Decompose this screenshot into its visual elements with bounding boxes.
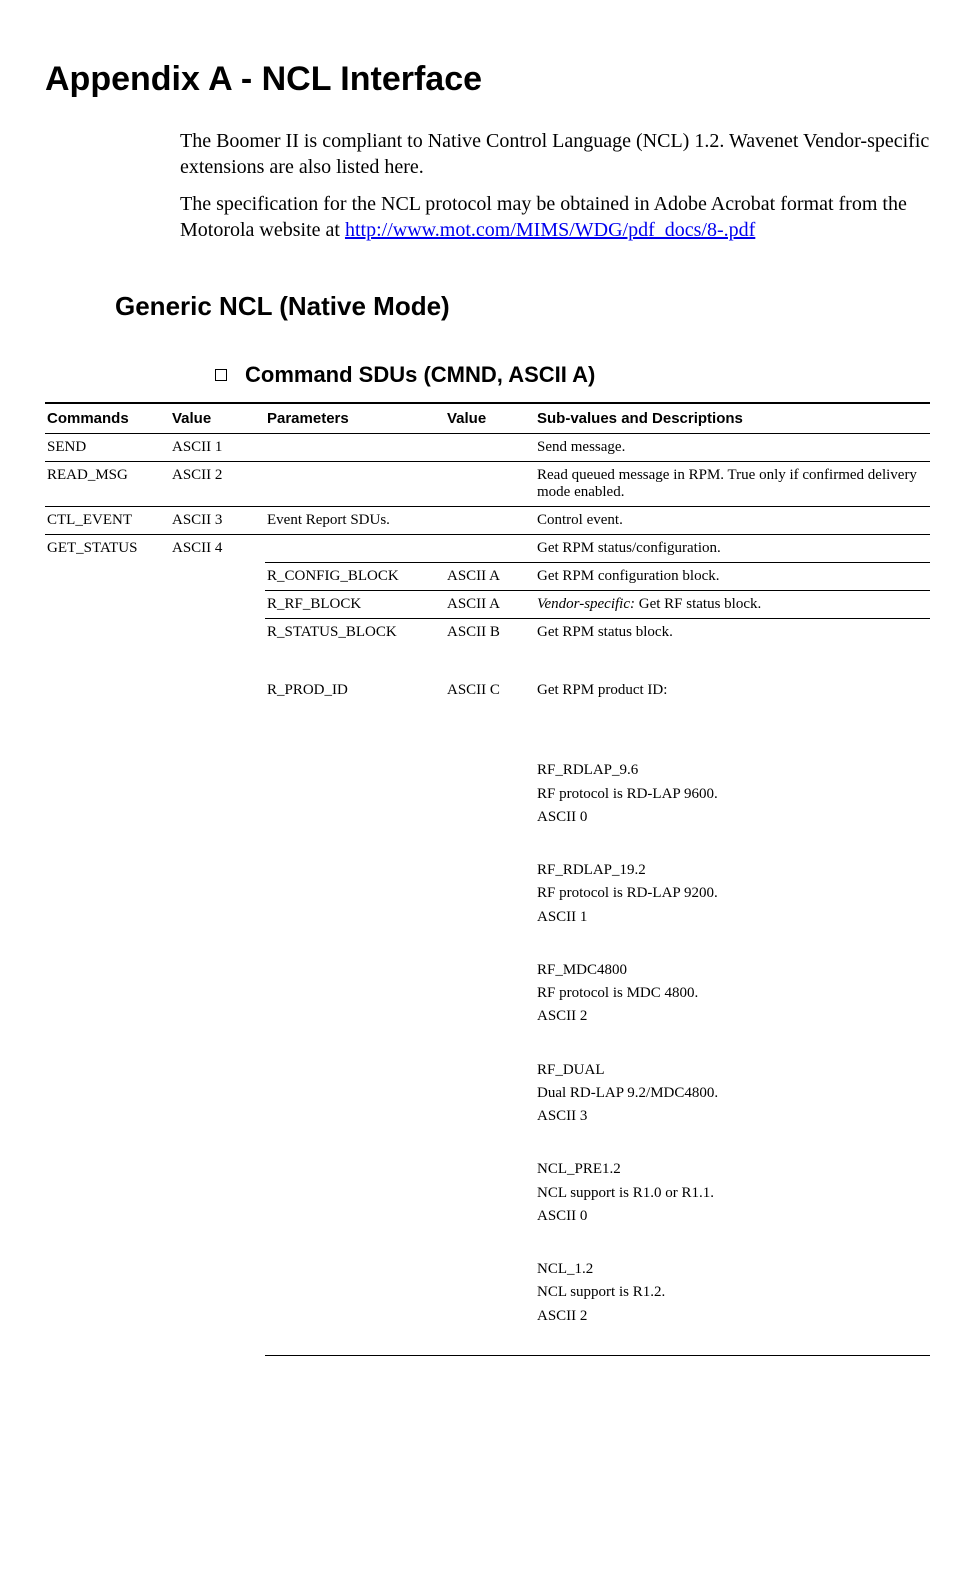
vendor-specific-label: Vendor-specific: xyxy=(537,596,635,612)
table-row: R_CONFIG_BLOCK ASCII A Get RPM configura… xyxy=(45,563,930,591)
command-table: Commands Value Parameters Value Sub-valu… xyxy=(45,402,930,1356)
table-row: R_RF_BLOCK ASCII A Vendor-specific: Get … xyxy=(45,591,930,619)
section-heading: Generic NCL (Native Mode) xyxy=(115,291,930,322)
cell-pval xyxy=(445,507,535,535)
sub-block: NCL_1.2 NCL support is R1.2. ASCII 2 xyxy=(537,1258,922,1328)
cell-desc: Send message. xyxy=(535,434,930,462)
th-commands: Commands xyxy=(45,403,170,434)
square-bullet-icon xyxy=(215,369,227,381)
intro-p2: The specification for the NCL protocol m… xyxy=(180,192,930,243)
intro-block: The Boomer II is compliant to Native Con… xyxy=(180,129,930,243)
cell-param: R_RF_BLOCK xyxy=(265,591,445,619)
cell-pval xyxy=(445,462,535,507)
cell-val xyxy=(170,591,265,619)
cell-cmd xyxy=(45,591,170,619)
cell-pval xyxy=(445,434,535,462)
cell-val: ASCII 2 xyxy=(170,462,265,507)
cell-val xyxy=(170,563,265,591)
sub-line: NCL support is R1.2. xyxy=(537,1281,922,1304)
sub-line: ASCII 2 xyxy=(537,1305,922,1328)
cell-val: ASCII 3 xyxy=(170,507,265,535)
cell-cmd xyxy=(45,619,170,647)
subsection-heading: Command SDUs (CMND, ASCII A) xyxy=(245,362,595,388)
cell-cmd xyxy=(45,646,170,1345)
cell-desc: Vendor-specific: Get RF status block. xyxy=(535,591,930,619)
spec-link[interactable]: http://www.mot.com/MIMS/WDG/pdf_docs/8-.… xyxy=(345,219,755,241)
cell-cmd xyxy=(45,563,170,591)
sub-line: RF_DUAL xyxy=(537,1059,922,1082)
sub-block: RF_DUAL Dual RD-LAP 9.2/MDC4800. ASCII 3 xyxy=(537,1059,922,1129)
sub-line: RF protocol is MDC 4800. xyxy=(537,982,922,1005)
sub-line: RF protocol is RD-LAP 9200. xyxy=(537,882,922,905)
cell-pval: ASCII C xyxy=(445,646,535,1345)
cell-val xyxy=(170,619,265,647)
cell-cmd: CTL_EVENT xyxy=(45,507,170,535)
th-value: Value xyxy=(170,403,265,434)
th-value2: Value xyxy=(445,403,535,434)
cell-desc: Get RPM status/configuration. xyxy=(535,535,930,563)
cell-desc-text: Get RF status block. xyxy=(635,596,761,612)
cell-cmd: GET_STATUS xyxy=(45,535,170,563)
page-title: Appendix A - NCL Interface xyxy=(45,60,930,99)
cell-cmd: SEND xyxy=(45,434,170,462)
table-row xyxy=(45,1345,930,1356)
sub-line: ASCII 3 xyxy=(537,1105,922,1128)
subsection-heading-wrap: Command SDUs (CMND, ASCII A) xyxy=(215,362,930,388)
sub-line: NCL_PRE1.2 xyxy=(537,1158,922,1181)
sub-line: Dual RD-LAP 9.2/MDC4800. xyxy=(537,1082,922,1105)
cell-val xyxy=(170,646,265,1345)
sub-block: NCL_PRE1.2 NCL support is R1.0 or R1.1. … xyxy=(537,1158,922,1228)
cell-desc: Get RPM configuration block. xyxy=(535,563,930,591)
table-row: SEND ASCII 1 Send message. xyxy=(45,434,930,462)
cell-pval: ASCII B xyxy=(445,619,535,647)
cell-desc: Control event. xyxy=(535,507,930,535)
cell-param: R_STATUS_BLOCK xyxy=(265,619,445,647)
sub-block: RF_RDLAP_19.2 RF protocol is RD-LAP 9200… xyxy=(537,859,922,929)
cell-desc: Read queued message in RPM. True only if… xyxy=(535,462,930,507)
sub-line: ASCII 0 xyxy=(537,1205,922,1228)
sub-line: RF_RDLAP_9.6 xyxy=(537,759,922,782)
sub-line: NCL support is R1.0 or R1.1. xyxy=(537,1182,922,1205)
cell-param xyxy=(265,535,445,563)
cell-cmd: READ_MSG xyxy=(45,462,170,507)
table-row: R_STATUS_BLOCK ASCII B Get RPM status bl… xyxy=(45,619,930,647)
intro-p1: The Boomer II is compliant to Native Con… xyxy=(180,129,930,180)
cell-desc: Get RPM product ID: RF_RDLAP_9.6 RF prot… xyxy=(535,646,930,1345)
table-row: R_PROD_ID ASCII C Get RPM product ID: RF… xyxy=(45,646,930,1345)
cell-pval: ASCII A xyxy=(445,591,535,619)
table-row: CTL_EVENT ASCII 3 Event Report SDUs. Con… xyxy=(45,507,930,535)
prod-id-heading: Get RPM product ID: xyxy=(537,682,667,698)
sub-line: ASCII 2 xyxy=(537,1005,922,1028)
cell-desc: Get RPM status block. xyxy=(535,619,930,647)
table-row: READ_MSG ASCII 2 Read queued message in … xyxy=(45,462,930,507)
cell-pval: ASCII A xyxy=(445,563,535,591)
sub-line: RF_MDC4800 xyxy=(537,959,922,982)
sub-block: RF_RDLAP_9.6 RF protocol is RD-LAP 9600.… xyxy=(537,759,922,829)
sub-block: RF_MDC4800 RF protocol is MDC 4800. ASCI… xyxy=(537,959,922,1029)
table-header-row: Commands Value Parameters Value Sub-valu… xyxy=(45,403,930,434)
cell-val: ASCII 1 xyxy=(170,434,265,462)
cell-param: R_PROD_ID xyxy=(265,646,445,1345)
sub-line: NCL_1.2 xyxy=(537,1258,922,1281)
cell-val: ASCII 4 xyxy=(170,535,265,563)
th-parameters: Parameters xyxy=(265,403,445,434)
sub-line: RF_RDLAP_19.2 xyxy=(537,859,922,882)
th-subvalues: Sub-values and Descriptions xyxy=(535,403,930,434)
sub-line: ASCII 0 xyxy=(537,806,922,829)
cell-param: R_CONFIG_BLOCK xyxy=(265,563,445,591)
cell-param xyxy=(265,434,445,462)
sub-line: ASCII 1 xyxy=(537,906,922,929)
table-row: GET_STATUS ASCII 4 Get RPM status/config… xyxy=(45,535,930,563)
cell-param xyxy=(265,462,445,507)
cell-param: Event Report SDUs. xyxy=(265,507,445,535)
sub-line: RF protocol is RD-LAP 9600. xyxy=(537,783,922,806)
cell-pval xyxy=(445,535,535,563)
